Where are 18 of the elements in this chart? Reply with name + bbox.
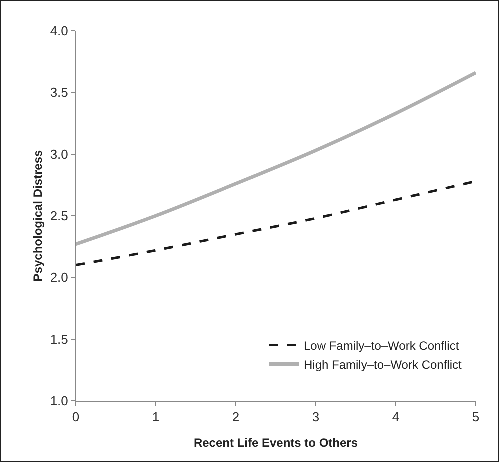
y-tick-label: 3.0 xyxy=(50,146,68,162)
y-tick-label: 4.0 xyxy=(50,24,68,39)
x-tick-label: 4 xyxy=(392,410,400,425)
x-tick-label: 0 xyxy=(72,410,80,425)
x-tick-label: 5 xyxy=(472,410,480,425)
y-tick-label: 2.0 xyxy=(50,270,68,286)
y-tick-label: 2.5 xyxy=(50,208,68,224)
y-tick-label: 3.5 xyxy=(50,85,68,100)
x-axis-title: Recent Life Events to Others xyxy=(194,436,358,450)
y-tick-label: 1.5 xyxy=(50,332,68,347)
x-tick-label: 2 xyxy=(232,410,240,425)
legend-label: Low Family–to–Work Conflict xyxy=(304,338,460,353)
y-axis-title: Psychological Distress xyxy=(31,150,45,282)
y-tick-label: 1.0 xyxy=(50,394,68,409)
line-series xyxy=(76,71,476,246)
x-tick-label: 1 xyxy=(152,410,160,425)
legend-label: High Family–to–Work Conflict xyxy=(304,358,462,372)
x-tick-label: 3 xyxy=(312,410,320,425)
